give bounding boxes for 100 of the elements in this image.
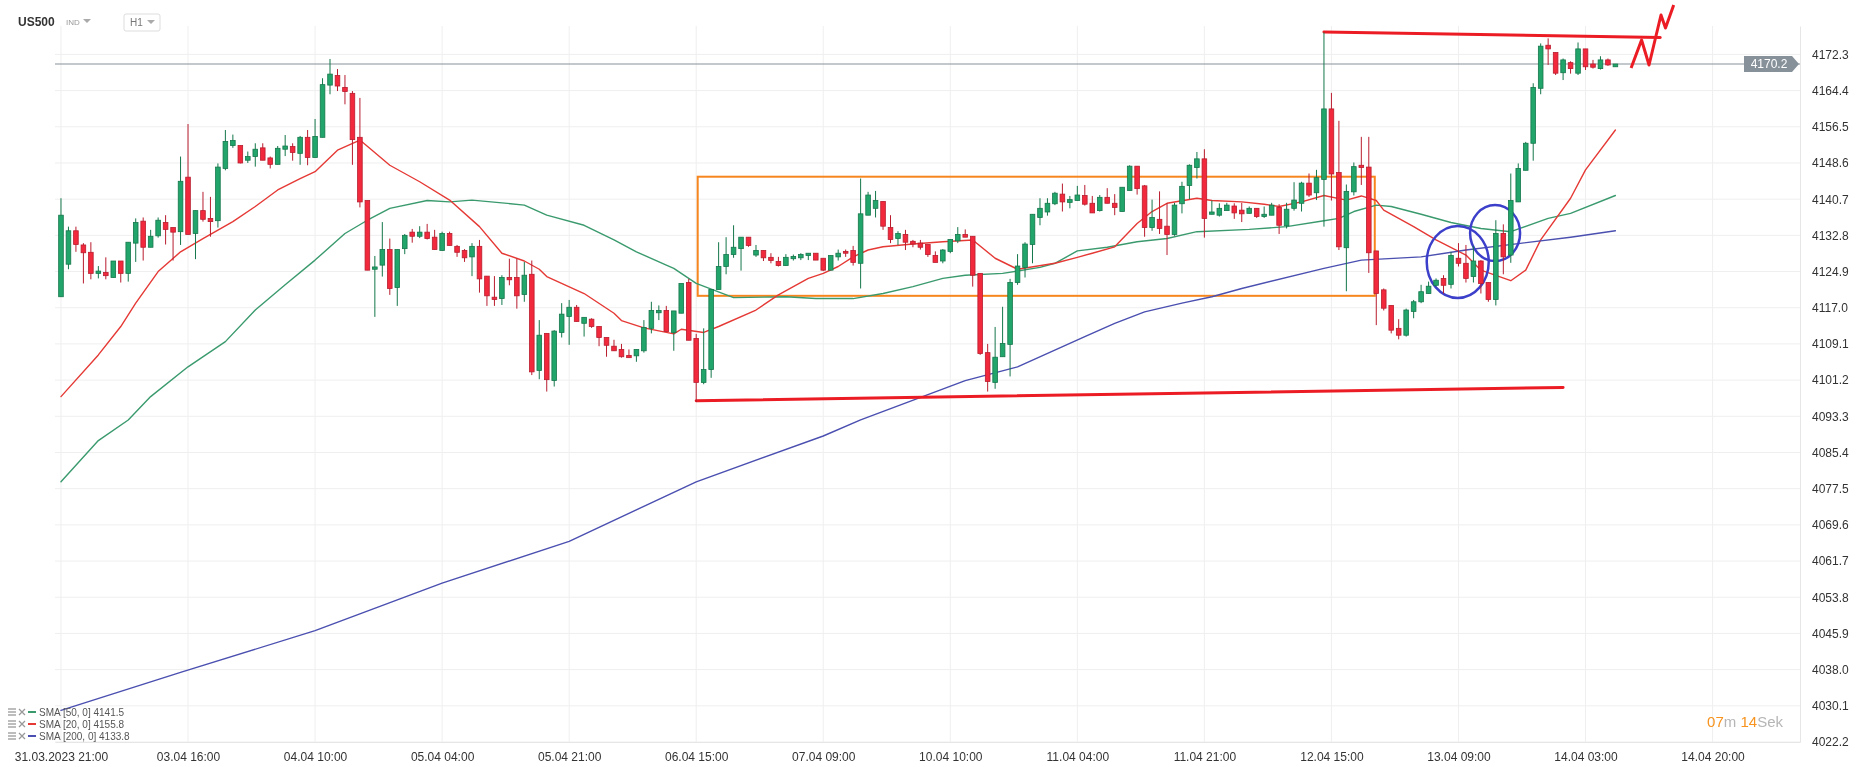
candlestick [1455, 242, 1462, 267]
x-tick-label: 06.04 15:00 [665, 749, 729, 764]
candlestick [230, 134, 236, 149]
candlestick [521, 261, 528, 303]
candlestick [887, 214, 894, 244]
y-tick-label: 4140.7 [1812, 192, 1850, 207]
candlestick [1276, 203, 1282, 235]
y-tick-label: 4156.5 [1812, 120, 1850, 135]
y-tick-label: 4085.4 [1812, 445, 1850, 460]
candlestick [439, 231, 445, 251]
y-tick-label: 4109.1 [1812, 337, 1850, 352]
candlestick [506, 258, 513, 286]
legend-label: SMA [20, 0] 4155.8 [39, 719, 125, 730]
x-tick-label: 07.04 09:00 [792, 749, 856, 764]
x-tick-label: 04.04 10:00 [283, 749, 348, 764]
candlestick [491, 275, 498, 307]
y-tick-label: 4038.0 [1812, 662, 1850, 677]
x-tick-label: 05.04 21:00 [537, 749, 602, 764]
candlestick [1298, 181, 1305, 213]
y-tick-label: 4093.3 [1812, 409, 1850, 424]
candlestick [469, 242, 475, 277]
candlestick [1194, 151, 1200, 180]
annotation: H1 [130, 17, 144, 28]
line-series [60, 194, 1617, 483]
y-tick-label: 4022.2 [1812, 735, 1850, 750]
candlestick [1149, 199, 1155, 232]
line-series [60, 129, 1617, 398]
candlestick [1239, 202, 1245, 223]
annotation: 07m 14Sek [1707, 713, 1784, 730]
candlestick [304, 129, 311, 166]
legend-label: SMA [50, 0] 4141.5 [39, 707, 125, 718]
candlestick [484, 275, 490, 307]
chart-title: US500 [18, 15, 56, 29]
candlestick [192, 210, 199, 260]
x-tick-label: 10.04 10:00 [919, 749, 983, 764]
candlestick [342, 74, 348, 105]
y-tick-label: 4061.7 [1812, 554, 1850, 569]
candlestick [1134, 165, 1140, 196]
candlestick [1306, 173, 1312, 198]
candlestick [514, 258, 520, 310]
candlestick [103, 256, 109, 280]
candlestick [1552, 52, 1559, 76]
candlestick [1395, 318, 1402, 340]
y-tick-label: 4148.6 [1812, 156, 1850, 171]
x-tick-label: 12.04 15:00 [1300, 749, 1364, 764]
candlestick [1179, 181, 1185, 214]
x-tick-label: 14.04 20:00 [1681, 749, 1746, 764]
legend-label: SMA [200, 0] 4133.8 [39, 731, 131, 742]
candlestick [1186, 163, 1193, 200]
x-tick-label: 03.04 16:00 [156, 749, 221, 764]
candlestick [581, 316, 587, 338]
candlestick [1283, 202, 1290, 229]
candlestick [1582, 48, 1589, 71]
candlestick [872, 190, 879, 218]
y-tick-label: 4030.1 [1812, 699, 1850, 714]
y-tick-label: 4077.5 [1812, 482, 1850, 497]
x-tick-label: 14.04 03:00 [1554, 749, 1619, 764]
candlestick [902, 229, 909, 251]
candlestick [1463, 244, 1469, 284]
candlestick [431, 229, 438, 251]
x-tick-label: 31.03.2023 21:00 [14, 749, 109, 764]
candlestick [297, 135, 303, 166]
candlestick [334, 68, 341, 92]
y-tick-label: 4045.9 [1812, 626, 1850, 641]
y-tick-label: 4164.4 [1812, 83, 1850, 98]
candlestick [1358, 136, 1365, 186]
candlestick [312, 118, 318, 158]
candlestick [603, 337, 610, 358]
candlestick [1313, 169, 1320, 201]
y-tick-label: 4069.6 [1812, 518, 1850, 533]
candlestick [379, 221, 386, 278]
candlestick [663, 305, 670, 333]
candlestick [611, 339, 617, 352]
candlestick [1291, 181, 1297, 212]
candlestick [132, 217, 139, 263]
candlestick [1470, 245, 1477, 284]
candlestick [626, 348, 632, 359]
candlestick [768, 252, 774, 264]
x-tick-label: 11.04 21:00 [1173, 749, 1237, 764]
candlestick [155, 216, 161, 239]
y-tick-label: 4101.2 [1812, 373, 1850, 388]
y-tick-label: 4132.8 [1812, 228, 1850, 243]
candlestick [402, 233, 408, 255]
candlestick [1059, 183, 1066, 213]
candlestick [753, 244, 759, 258]
candlestick [1440, 274, 1447, 295]
y-tick-label: 4053.8 [1812, 590, 1850, 605]
x-tick-label: 11.04 04:00 [1046, 749, 1110, 764]
candlestick [1500, 223, 1507, 275]
x-tick-label: 13.04 09:00 [1427, 749, 1491, 764]
y-tick-label: 4124.9 [1812, 264, 1850, 279]
candlestick [1545, 37, 1551, 66]
y-tick-label: 4117.0 [1812, 301, 1849, 316]
y-tick-label: 4172.3 [1812, 47, 1850, 62]
candlestick [1111, 193, 1118, 216]
candlestick [88, 241, 94, 280]
x-tick-label: 05.04 04:00 [410, 749, 475, 764]
ref-line-label: 4170.2 [1750, 57, 1788, 72]
candlestick [499, 274, 505, 306]
annotation: IND [66, 18, 80, 27]
